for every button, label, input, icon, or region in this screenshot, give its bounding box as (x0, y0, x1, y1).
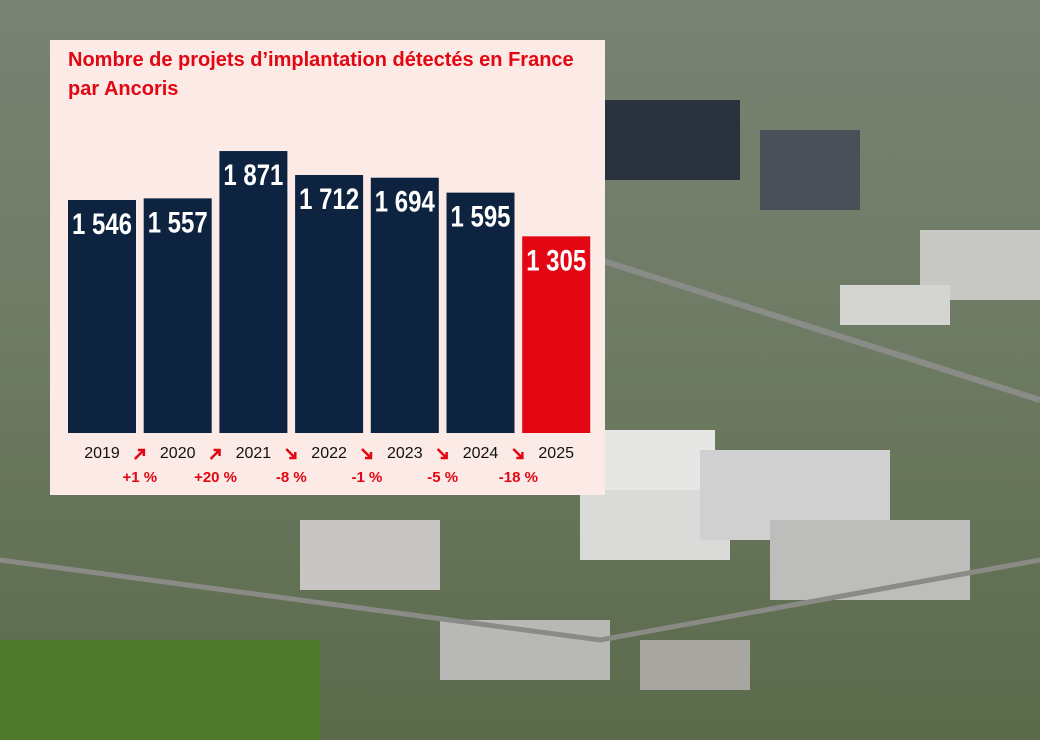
value-label: 1 694 (375, 186, 435, 219)
trend-arrow (436, 448, 448, 460)
trend-arrow (285, 448, 297, 460)
bar (522, 236, 591, 433)
chart: 1 546 2019 1 557 2020 1 871 2021 1 712 2022 1 69… (68, 151, 591, 486)
trend-arrow (512, 448, 524, 460)
x-tick-label: 2022 (311, 445, 347, 462)
value-label: 1 871 (223, 159, 283, 192)
bar (143, 198, 212, 433)
bar (446, 192, 515, 433)
change-label: -1 % (352, 469, 383, 486)
change-label: +1 % (123, 469, 158, 486)
x-tick-label: 2025 (538, 445, 574, 462)
bar (295, 175, 364, 434)
chart-panel: 1 546 2019 1 557 2020 1 871 2021 1 712 2022 1 69… (50, 40, 605, 495)
change-label: -18 % (499, 469, 538, 486)
change-label: +20 % (194, 469, 237, 486)
x-tick-label: 2021 (236, 445, 272, 462)
x-tick-label: 2023 (387, 445, 423, 462)
trend-arrow (133, 448, 146, 460)
change-label: -5 % (427, 469, 458, 486)
chart-title: Nombre de projets d’implantation détecté… (68, 49, 574, 100)
x-tick-label: 2024 (463, 445, 499, 462)
change-label: -8 % (276, 469, 307, 486)
x-tick-label: 2020 (160, 445, 196, 462)
x-tick-label: 2019 (84, 445, 120, 462)
value-label: 1 712 (299, 183, 359, 216)
value-label: 1 305 (526, 244, 586, 277)
trend-arrow (209, 448, 221, 460)
bar (68, 200, 136, 433)
value-label: 1 557 (148, 206, 208, 239)
value-label: 1 546 (72, 208, 132, 241)
bar (370, 177, 439, 433)
value-label: 1 595 (451, 201, 511, 234)
bar (219, 151, 288, 434)
trend-arrow (361, 448, 373, 460)
